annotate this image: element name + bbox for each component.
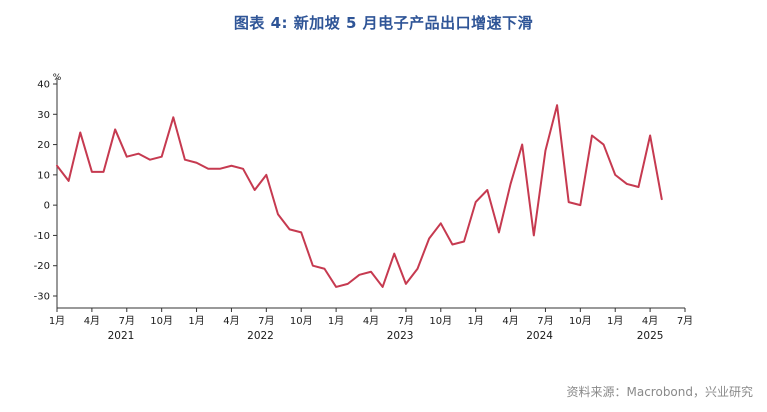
x-tick-label: 4月	[642, 315, 658, 327]
x-tick-label: 1月	[49, 315, 65, 327]
x-tick-label: 4月	[84, 315, 100, 327]
x-tick-label: 10月	[150, 315, 173, 327]
x-tick-label: 10月	[429, 315, 452, 327]
x-tick-label: 1月	[607, 315, 623, 327]
x-tick-label: 1月	[467, 315, 483, 327]
x-tick-label: 10月	[290, 315, 313, 327]
x-tick-label: 1月	[328, 315, 344, 327]
y-tick-label: -20	[34, 261, 50, 272]
x-tick-label: 10月	[569, 315, 592, 327]
x-tick-label: 4月	[502, 315, 518, 327]
x-year-label: 2023	[387, 330, 414, 342]
y-tick-label: -30	[34, 292, 50, 303]
x-year-label: 2021	[108, 330, 135, 342]
y-tick-label: -10	[34, 231, 50, 242]
y-tick-label: 30	[37, 110, 50, 121]
x-tick-label: 4月	[223, 315, 239, 327]
x-tick-label: 7月	[258, 315, 274, 327]
x-year-label: 2022	[247, 330, 274, 342]
y-tick-label: 20	[37, 140, 50, 151]
x-year-label: 2024	[526, 330, 553, 342]
x-tick-label: 4月	[363, 315, 379, 327]
y-tick-label: 40	[37, 80, 50, 91]
x-year-label: 2025	[637, 330, 664, 342]
source-note: 资料来源：Macrobond，兴业研究	[566, 385, 754, 399]
x-tick-label: 7月	[537, 315, 553, 327]
chart-area: % 40 30 20 10 0 -10 -20 -30 1月 4月 7月 10月 1月 4月 7月 10月 1月 4…	[0, 50, 767, 350]
x-tick-label: 1月	[188, 315, 204, 327]
data-series-line	[56, 104, 663, 288]
x-tick-label: 7月	[398, 315, 414, 327]
x-tick-label: 7月	[119, 315, 135, 327]
y-tick-label: 0	[44, 201, 50, 212]
y-axis-unit-label: %	[53, 73, 62, 83]
chart-title: 图表 4: 新加坡 5 月电子产品出口增速下滑	[233, 14, 534, 32]
x-tick-label: 7月	[677, 315, 693, 327]
y-tick-label: 10	[37, 170, 50, 181]
line-chart: %40 30 20 10 0 -10 -20 -30 1月 4月 7月 10月 1月 4月 7月 10月 1月 4…	[34, 73, 694, 342]
